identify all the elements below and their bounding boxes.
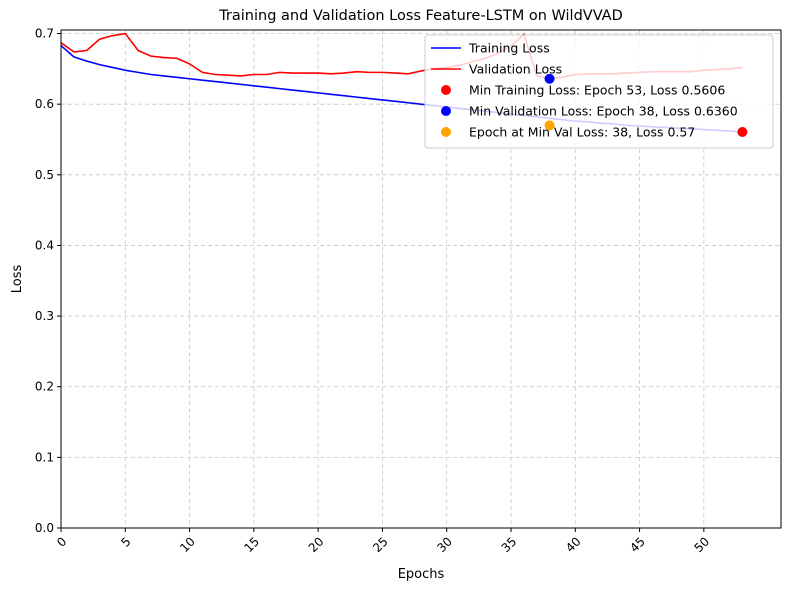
grid: [60, 30, 781, 529]
min-marker-point: [737, 127, 748, 138]
plot-frame: [60, 29, 782, 529]
x-tick-label: 25: [370, 534, 391, 555]
y-tick-label: 0.7: [35, 27, 54, 41]
y-tick-label: 0.5: [35, 168, 54, 182]
legend-label: Validation Loss: [469, 62, 562, 77]
legend-dot-swatch: [441, 127, 451, 137]
x-tick-label: 20: [306, 534, 327, 555]
legend-dot-swatch: [441, 85, 451, 95]
x-tick-label: 0: [54, 534, 69, 549]
min-markers: [544, 73, 748, 138]
y-tick-label: 0.1: [35, 450, 54, 464]
legend-dot-swatch: [441, 106, 451, 116]
legend-label: Training Loss: [468, 41, 550, 56]
legend: Training Loss Validation Loss Min Training…: [424, 34, 774, 149]
y-axis-label: Loss: [10, 265, 25, 294]
x-tick-label: 5: [118, 534, 133, 549]
min-marker-point: [544, 120, 555, 131]
legend-box: [424, 34, 774, 149]
y-tick-label: 0.2: [35, 380, 54, 394]
x-tick-label: 15: [241, 534, 262, 555]
y-tick-label: 0.4: [35, 238, 54, 252]
x-tick-label: 30: [434, 534, 455, 555]
legend-label: Min Validation Loss: Epoch 38, Loss 0.63…: [469, 104, 738, 119]
x-tick-label: 50: [691, 534, 712, 555]
x-axis-ticks: 0 5 10 15 20 25 30 35 40 45 50: [54, 528, 712, 555]
y-tick-label: 0.6: [35, 97, 54, 111]
min-marker-point: [544, 73, 555, 84]
y-tick-label: 0.0: [35, 521, 54, 535]
x-axis-label: Epochs: [398, 567, 445, 582]
y-axis-ticks: 0.0 0.1 0.2 0.3 0.4 0.5 0.6 0.7: [35, 27, 61, 535]
x-tick-label: 40: [563, 534, 584, 555]
chart-title: Training and Validation Loss Feature-LST…: [218, 8, 623, 24]
x-tick-label: 10: [177, 534, 198, 555]
legend-label: Epoch at Min Val Loss: 38, Loss 0.57: [469, 125, 695, 140]
x-tick-label: 35: [499, 534, 520, 555]
x-tick-label: 45: [627, 534, 648, 555]
y-tick-label: 0.3: [35, 309, 54, 323]
legend-label: Min Training Loss: Epoch 53, Loss 0.5606: [469, 83, 725, 98]
